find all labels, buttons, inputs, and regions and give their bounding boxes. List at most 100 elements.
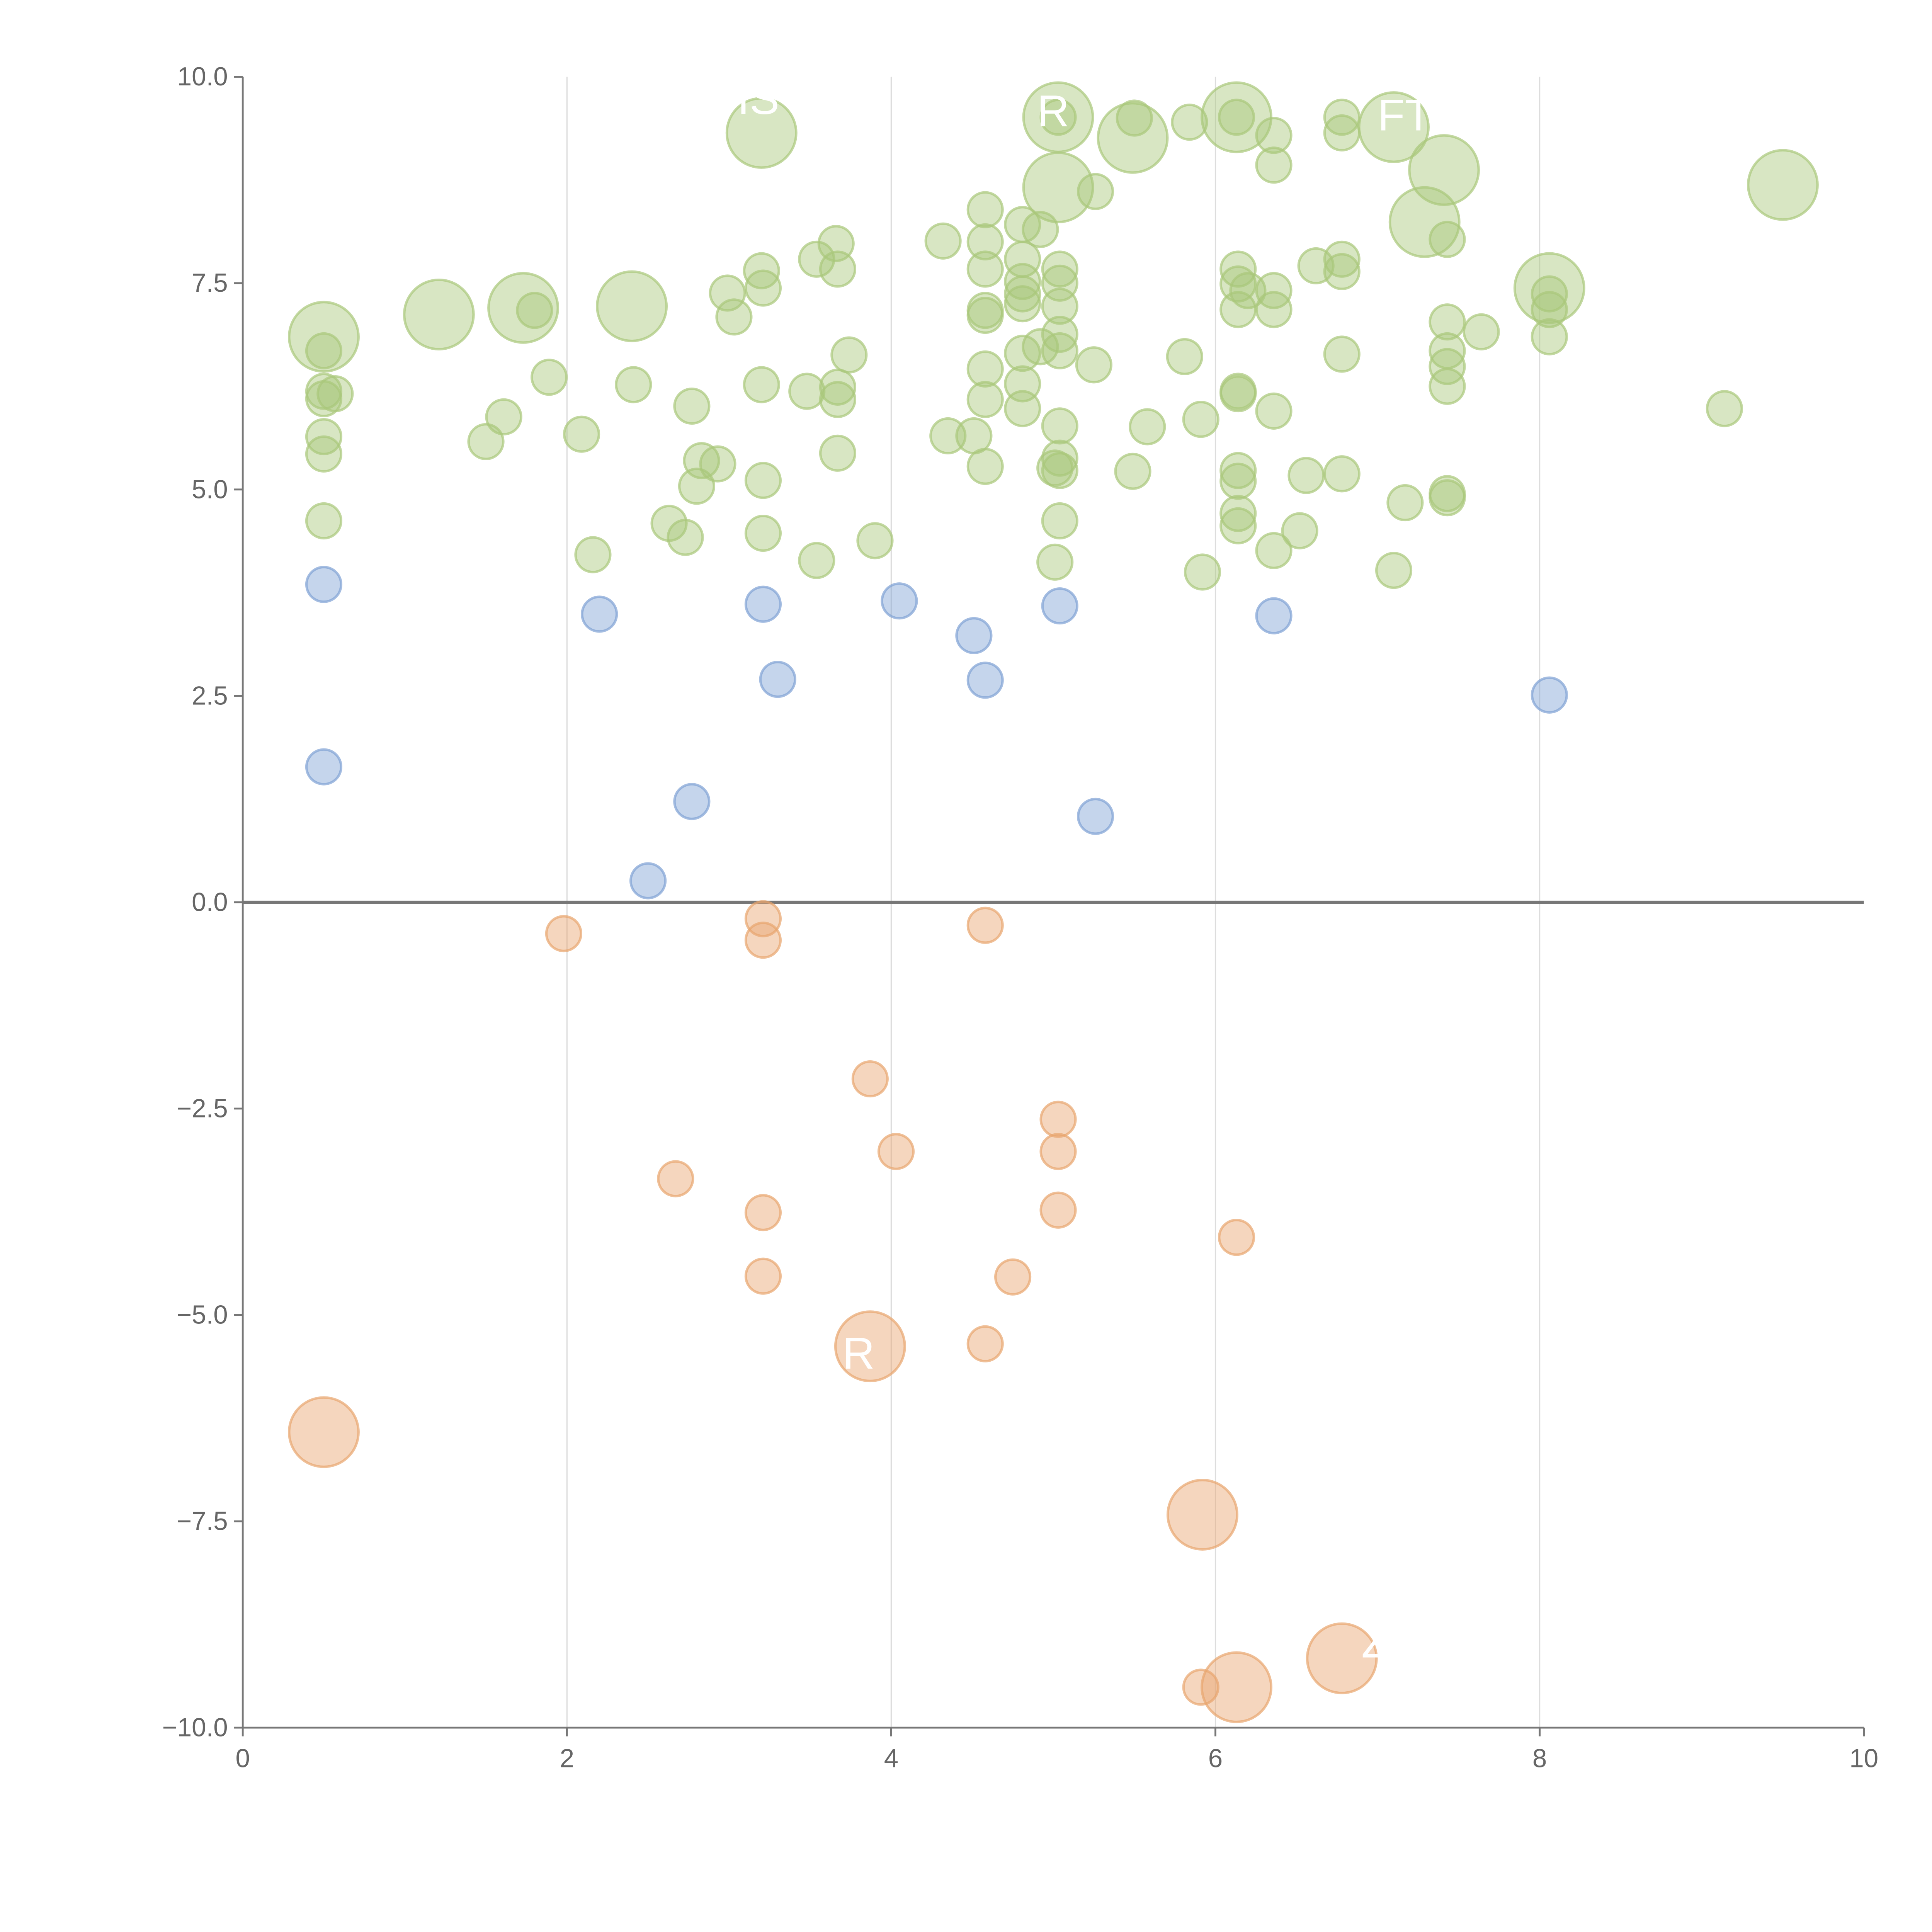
bubble-high (699, 445, 736, 483)
bubble-negative (966, 906, 1004, 944)
bubble-high (1323, 114, 1361, 152)
bubble-high (743, 366, 780, 403)
bubble-negative (744, 900, 782, 937)
bubble-low-positive (759, 661, 796, 698)
bubble-low-positive (1041, 587, 1078, 625)
bubble-high (1075, 346, 1112, 384)
bubble-low-positive (629, 862, 667, 900)
y-tick-label: 5.0 (192, 475, 228, 504)
bubble-high (1375, 552, 1413, 589)
bubble-high (1229, 272, 1267, 310)
bubble-high (1004, 390, 1041, 427)
bubble-high (1255, 532, 1293, 569)
bubble-negative (744, 1257, 782, 1295)
bubble-negative (657, 1160, 694, 1197)
bubble-high (966, 223, 1004, 261)
bubble-high (1386, 484, 1424, 522)
bubble-label: FTM (1378, 91, 1469, 140)
bubble-high (1429, 479, 1466, 517)
bubble-high (1219, 250, 1257, 288)
bubble-high (1323, 335, 1361, 373)
bubble-high (1171, 104, 1208, 141)
bubble-high (1323, 240, 1361, 278)
bubble-high (725, 97, 798, 169)
bubble-high (1041, 287, 1078, 325)
bubble-high (596, 270, 668, 342)
bubble-high (485, 398, 522, 435)
bubble-high (1255, 117, 1293, 154)
x-tick-label: 2 (560, 1744, 574, 1773)
bubble-high (966, 350, 1004, 388)
bubble-label: R (1037, 87, 1069, 136)
bubble-high (744, 462, 782, 499)
y-tick-label: −2.5 (177, 1094, 228, 1123)
bubble-high (1219, 507, 1257, 544)
bubble-low-positive (881, 582, 918, 620)
bubble-labels: IS R FTM R Z (737, 74, 1469, 1667)
bubble-low-positive (966, 662, 1004, 699)
bubble-high (1041, 407, 1078, 445)
bubble-high (1166, 338, 1203, 375)
bubble-high (744, 269, 782, 307)
bubble-label: R (843, 1329, 875, 1378)
bubble-low-positive (955, 617, 993, 655)
bubble-high (819, 368, 857, 406)
bubble-high (1218, 99, 1255, 136)
y-tick-label: −5.0 (177, 1300, 228, 1329)
bubble-negative (851, 1060, 889, 1098)
bubble-high (574, 536, 612, 573)
bubble-high (1219, 452, 1257, 489)
bubble-high (1531, 291, 1568, 328)
bubble-high (615, 366, 652, 403)
bubble-negative (545, 915, 582, 952)
bubble-negative (1039, 1133, 1077, 1170)
x-tick-label: 10 (1849, 1744, 1878, 1773)
bubble-high (1429, 221, 1466, 258)
bubble-high (1219, 495, 1257, 532)
bubble-high (1255, 146, 1293, 184)
bubble-low-positive (581, 595, 618, 633)
bubble-high (667, 519, 704, 556)
bubble-high (487, 272, 559, 344)
x-tick-label: 6 (1208, 1744, 1223, 1773)
bubble-high (966, 381, 1004, 418)
bubble-high (1429, 348, 1466, 385)
bubble-high (966, 297, 1004, 334)
y-tick-label: 10.0 (177, 62, 228, 91)
bubble-high (1287, 457, 1325, 494)
bubble-high (1184, 553, 1221, 591)
bubble-negative (1039, 1100, 1077, 1138)
bubble-high (305, 435, 343, 473)
bubble-negative (744, 1194, 782, 1231)
bubble-high (1747, 149, 1819, 221)
bubble-high (1114, 452, 1151, 490)
bubble-negative (1306, 1622, 1378, 1694)
bubble-negative (1201, 1651, 1273, 1723)
x-axis-ticks: 0 2 4 6 8 10 (235, 1728, 1878, 1773)
y-tick-label: −7.5 (177, 1507, 228, 1536)
bubble-high (1182, 401, 1219, 438)
bubbles (288, 81, 1819, 1723)
bubble-low-positive (1077, 798, 1114, 835)
bubble-high (1255, 291, 1293, 328)
bubble-high (1129, 408, 1166, 446)
bubble-high (715, 298, 753, 336)
bubble-low-positive (673, 783, 711, 820)
bubble-high (1022, 151, 1094, 223)
bubble-high (1255, 392, 1293, 430)
x-tick-label: 4 (884, 1744, 898, 1773)
bubble-negative (834, 1310, 906, 1383)
bubble-high (1323, 455, 1361, 493)
bubble-negative (1166, 1479, 1238, 1551)
bubble-high (924, 222, 962, 260)
bubble-negative (966, 1325, 1004, 1362)
bubble-high (1219, 375, 1257, 413)
bubble-high (1036, 543, 1074, 581)
bubble-high (1097, 102, 1169, 174)
y-tick-label: 2.5 (192, 681, 228, 710)
bubble-high (305, 332, 343, 370)
bubble-high (966, 191, 1004, 228)
x-tick-label: 8 (1532, 1744, 1547, 1773)
bubble-low-positive (1531, 676, 1568, 714)
bubble-high (819, 381, 857, 418)
